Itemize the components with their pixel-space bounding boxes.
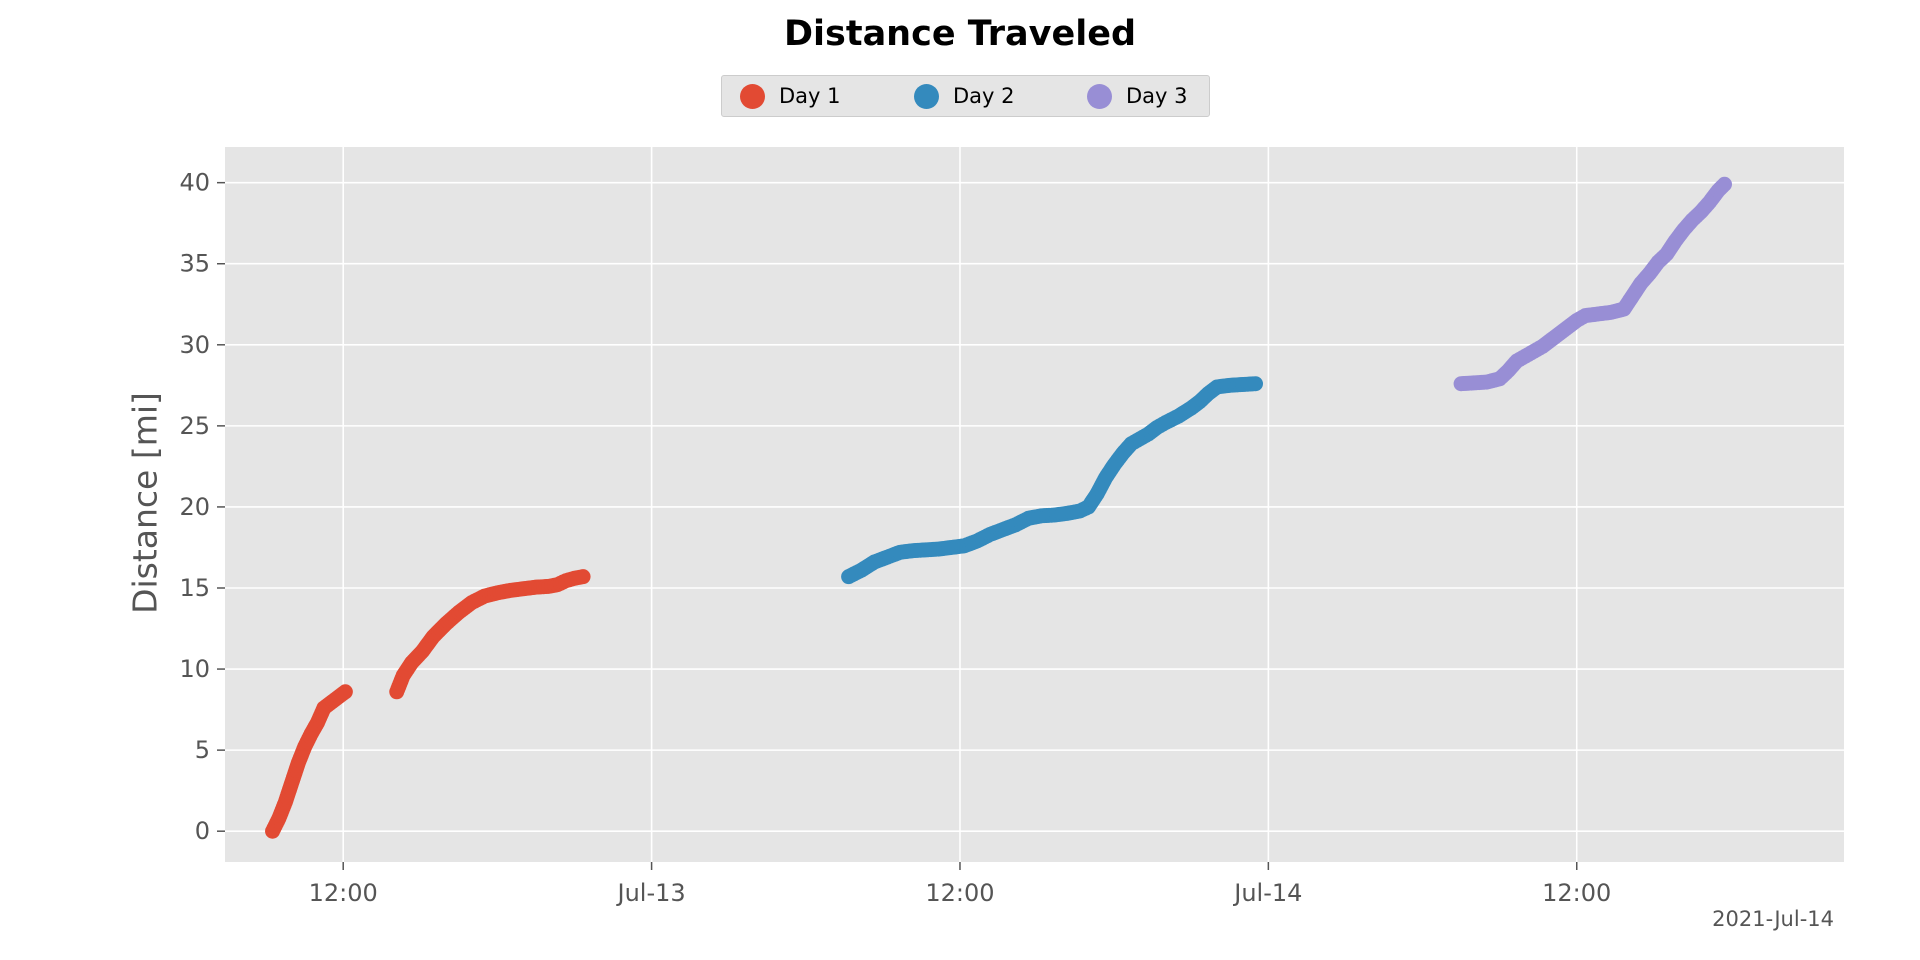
series-day-2 (841, 376, 1264, 585)
y-tick-label: 35 (179, 250, 210, 278)
x-tick-label: Jul-14 (1232, 879, 1302, 907)
data-point (1248, 376, 1264, 392)
legend-marker-day-2 (914, 83, 939, 109)
x-axis-offset-label: 2021-Jul-14 (1712, 907, 1834, 931)
y-tick-label: 20 (179, 493, 210, 521)
legend: Day 1 Day 2 Day 3 (721, 75, 1210, 117)
series-day-1 (265, 569, 591, 839)
legend-item-day-3: Day 3 (1087, 76, 1188, 116)
legend-item-day-2: Day 2 (914, 76, 1015, 116)
chart-title: Distance Traveled (783, 14, 1137, 54)
data-point (337, 684, 353, 700)
y-tick-label: 15 (179, 574, 210, 602)
series-day-3 (1453, 176, 1733, 392)
data-point (575, 569, 591, 585)
legend-label-day-1: Day 1 (779, 84, 841, 108)
legend-item-day-1: Day 1 (740, 76, 841, 116)
y-tick-label: 30 (179, 331, 210, 359)
x-tick-label: Jul-13 (616, 879, 686, 907)
x-tick-label: 12:00 (925, 879, 994, 907)
legend-marker-day-1 (740, 83, 765, 109)
plot-background (225, 147, 1844, 862)
y-tick-label: 0 (195, 817, 210, 845)
y-tick-label: 5 (195, 736, 210, 764)
x-tick-label: 12:00 (1542, 879, 1611, 907)
data-point (1717, 176, 1733, 192)
legend-label-day-2: Day 2 (953, 84, 1015, 108)
y-tick-label: 25 (179, 412, 210, 440)
y-tick-label: 10 (179, 655, 210, 683)
legend-marker-day-3 (1087, 83, 1112, 109)
legend-label-day-3: Day 3 (1126, 84, 1188, 108)
x-tick-label: 12:00 (309, 879, 378, 907)
y-tick-label: 40 (179, 169, 210, 197)
